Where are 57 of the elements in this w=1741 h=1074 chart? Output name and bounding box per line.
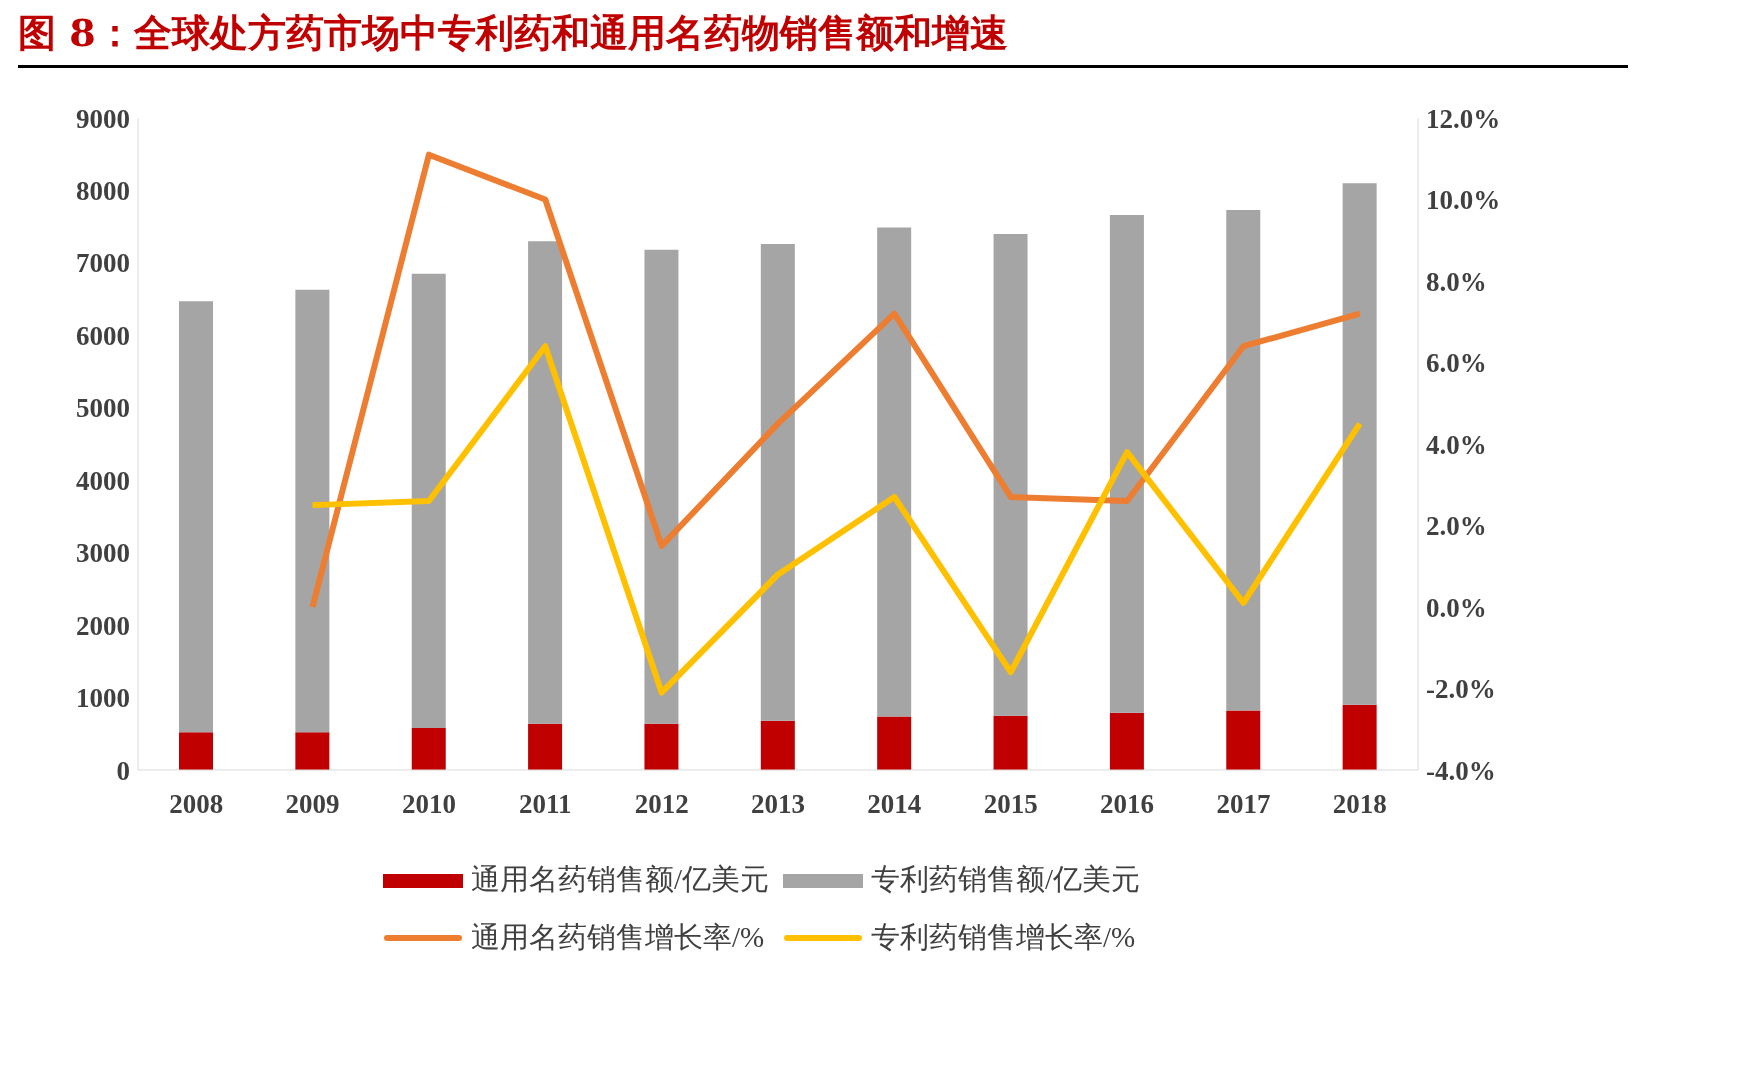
bar	[411, 273, 446, 728]
y-tick-label: 9000	[76, 103, 130, 134]
y2-tick-label: 8.0%	[1426, 266, 1487, 297]
y2-tick-label: -2.0%	[1426, 674, 1496, 705]
bar	[295, 289, 330, 733]
y2-tick-label: -4.0%	[1426, 755, 1496, 786]
bar	[411, 727, 446, 770]
y2-tick-label: 4.0%	[1426, 429, 1487, 460]
y-tick-label: 7000	[76, 248, 130, 279]
bar	[644, 249, 679, 724]
x-tick-label: 2015	[983, 789, 1038, 820]
y2-tick-label: 12.0%	[1426, 103, 1501, 134]
bar	[877, 227, 912, 717]
bar	[179, 732, 213, 770]
y-tick-label: 5000	[76, 393, 130, 424]
bar	[1109, 712, 1144, 770]
x-tick-label: 2016	[1100, 789, 1155, 820]
y-tick-label: 8000	[76, 176, 130, 207]
chart-title: 图 8：全球处方药市场中专利药和通用名药物销售额和增速	[18, 8, 1628, 68]
legend-label: 通用名药销售额/亿美元	[471, 862, 770, 897]
bar	[1342, 183, 1377, 705]
x-tick-label: 2009	[285, 789, 340, 820]
bar	[993, 233, 1028, 716]
y2-tick-label: 2.0%	[1426, 511, 1487, 542]
bar	[1226, 210, 1261, 711]
bar	[1342, 704, 1377, 770]
x-tick-label: 2011	[519, 789, 572, 820]
bar	[760, 720, 795, 770]
y-tick-label: 4000	[76, 465, 130, 496]
y2-tick-label: 6.0%	[1426, 348, 1487, 379]
x-tick-label: 2012	[634, 789, 689, 820]
bar	[644, 723, 679, 770]
x-tick-label: 2014	[867, 789, 922, 820]
x-tick-label: 2013	[751, 789, 805, 820]
bar	[877, 716, 912, 770]
bar	[993, 715, 1028, 770]
x-tick-label: 2008	[169, 789, 224, 820]
bar	[528, 723, 563, 770]
bar	[528, 241, 563, 724]
y-tick-label: 2000	[76, 610, 130, 641]
bar	[295, 732, 330, 770]
y-tick-label: 6000	[76, 320, 130, 351]
legend-label: 专利药销售增长率/%	[871, 920, 1136, 955]
bar	[760, 244, 795, 721]
x-tick-label: 2018	[1332, 789, 1387, 820]
y-tick-label: 3000	[76, 538, 130, 569]
bar	[1109, 215, 1144, 713]
bar	[1226, 710, 1261, 770]
bar	[179, 301, 213, 733]
y2-tick-label: 10.0%	[1426, 185, 1501, 216]
x-tick-label: 2010	[401, 789, 456, 820]
legend-label: 专利药销售额/亿美元	[871, 862, 1141, 897]
y-tick-label: 1000	[76, 683, 130, 714]
y-tick-label: 0	[116, 755, 130, 786]
y2-tick-label: 0.0%	[1426, 592, 1487, 623]
legend-label: 通用名药销售增长率/%	[471, 920, 765, 955]
x-tick-label: 2017	[1216, 789, 1271, 820]
